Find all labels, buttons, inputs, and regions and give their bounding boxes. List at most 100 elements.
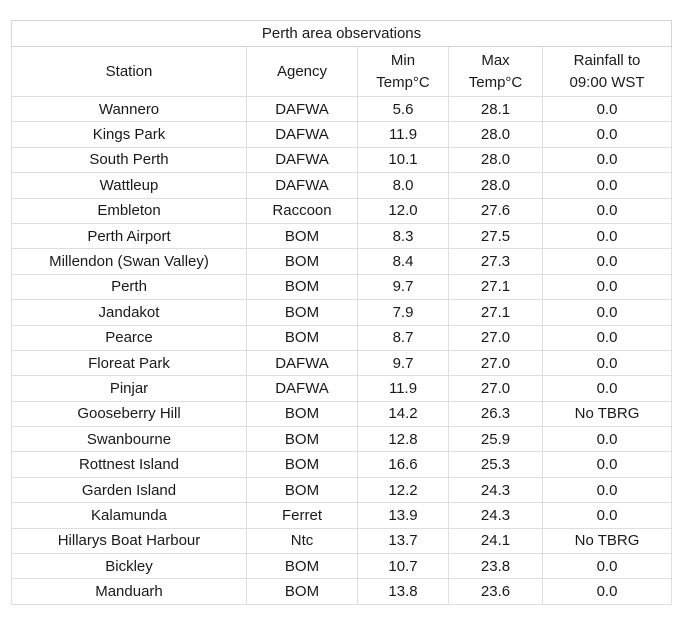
station-cell: Garden Island xyxy=(11,476,247,504)
max-temp-cell: 27.0 xyxy=(448,324,543,351)
table-row: Hillarys Boat Harbour Ntc 13.7 24.1 No TBRG xyxy=(11,527,673,555)
rainfall-cell: 0.0 xyxy=(541,451,673,478)
min-temp-cell: 8.4 xyxy=(357,248,449,275)
min-temp-cell: 13.7 xyxy=(357,527,449,555)
col-header-min-temp: Min Temp°C xyxy=(357,46,449,97)
table-row: Millendon (Swan Valley) BOM 8.4 27.3 0.0 xyxy=(11,248,673,275)
table-row: Swanbourne BOM 12.8 25.9 0.0 xyxy=(11,426,673,453)
min-temp-cell: 12.2 xyxy=(357,476,449,504)
agency-cell: DAFWA xyxy=(246,172,358,199)
max-temp-cell: 23.8 xyxy=(448,553,543,580)
station-cell: Perth xyxy=(11,273,247,301)
station-cell: Gooseberry Hill xyxy=(11,400,247,428)
table-row: Manduarh BOM 13.8 23.6 0.0 xyxy=(11,578,673,605)
station-cell: Floreat Park xyxy=(11,349,247,377)
table-row: Rottnest Island BOM 16.6 25.3 0.0 xyxy=(11,451,673,478)
table-row: Wattleup DAFWA 8.0 28.0 0.0 xyxy=(11,172,673,199)
rainfall-cell: 0.0 xyxy=(541,146,673,174)
col-header-max-temp-line2: Temp°C xyxy=(468,73,523,91)
max-temp-cell: 25.9 xyxy=(448,426,543,453)
table-row: Wannero DAFWA 5.6 28.1 0.0 xyxy=(11,95,673,123)
table-row: Kalamunda Ferret 13.9 24.3 0.0 xyxy=(11,502,673,529)
station-cell: Kalamunda xyxy=(11,502,247,529)
table-body: Wannero DAFWA 5.6 28.1 0.0 Kings Park DAFWA 11.… xyxy=(11,95,673,605)
agency-cell: BOM xyxy=(246,324,358,351)
min-temp-cell: 8.0 xyxy=(357,172,449,199)
max-temp-cell: 28.0 xyxy=(448,146,543,174)
station-cell: Millendon (Swan Valley) xyxy=(11,248,247,275)
min-temp-cell: 9.7 xyxy=(357,273,449,301)
station-cell: Rottnest Island xyxy=(11,451,247,478)
station-cell: Kings Park xyxy=(11,121,247,148)
min-temp-cell: 13.8 xyxy=(357,578,449,605)
min-temp-cell: 8.3 xyxy=(357,222,449,250)
observations-table: Perth area observations Station Agency M… xyxy=(10,20,673,605)
min-temp-cell: 12.8 xyxy=(357,426,449,453)
max-temp-cell: 23.6 xyxy=(448,578,543,605)
station-cell: Jandakot xyxy=(11,299,247,326)
rainfall-cell: 0.0 xyxy=(541,553,673,580)
rainfall-cell: 0.0 xyxy=(541,222,673,250)
max-temp-cell: 27.1 xyxy=(448,273,543,301)
col-header-agency-label: Agency xyxy=(276,62,328,80)
rainfall-cell: 0.0 xyxy=(541,273,673,301)
header-row: Station Agency Min Temp°C Max Temp°C Rai… xyxy=(11,46,673,97)
min-temp-cell: 9.7 xyxy=(357,349,449,377)
max-temp-cell: 24.3 xyxy=(448,502,543,529)
col-header-rainfall-line2: 09:00 WST xyxy=(569,73,645,91)
station-cell: Hillarys Boat Harbour xyxy=(11,527,247,555)
col-header-max-temp-line1: Max xyxy=(481,51,510,69)
agency-cell: DAFWA xyxy=(246,375,358,402)
rainfall-cell: 0.0 xyxy=(541,95,673,123)
rainfall-cell: 0.0 xyxy=(541,476,673,504)
max-temp-cell: 28.1 xyxy=(448,95,543,123)
rainfall-cell: 0.0 xyxy=(541,248,673,275)
table-row: Perth Airport BOM 8.3 27.5 0.0 xyxy=(11,222,673,250)
min-temp-cell: 11.9 xyxy=(357,375,449,402)
agency-cell: DAFWA xyxy=(246,121,358,148)
agency-cell: BOM xyxy=(246,248,358,275)
max-temp-cell: 27.0 xyxy=(448,375,543,402)
rainfall-cell: 0.0 xyxy=(541,324,673,351)
rainfall-cell: No TBRG xyxy=(541,400,673,428)
max-temp-cell: 28.0 xyxy=(448,172,543,199)
agency-cell: DAFWA xyxy=(246,146,358,174)
agency-cell: BOM xyxy=(246,451,358,478)
max-temp-cell: 27.3 xyxy=(448,248,543,275)
min-temp-cell: 11.9 xyxy=(357,121,449,148)
max-temp-cell: 27.6 xyxy=(448,197,543,224)
col-header-station: Station xyxy=(11,46,247,97)
perth-observations-table: Perth area observations Station Agency M… xyxy=(10,20,673,605)
table-row: Garden Island BOM 12.2 24.3 0.0 xyxy=(11,476,673,504)
max-temp-cell: 27.0 xyxy=(448,349,543,377)
agency-cell: DAFWA xyxy=(246,95,358,123)
max-temp-cell: 24.1 xyxy=(448,527,543,555)
agency-cell: BOM xyxy=(246,578,358,605)
table-row: Bickley BOM 10.7 23.8 0.0 xyxy=(11,553,673,580)
agency-cell: BOM xyxy=(246,299,358,326)
title-row: Perth area observations xyxy=(10,20,673,47)
station-cell: Pinjar xyxy=(11,375,247,402)
min-temp-cell: 5.6 xyxy=(357,95,449,123)
col-header-max-temp: Max Temp°C xyxy=(448,46,543,97)
min-temp-cell: 12.0 xyxy=(357,197,449,224)
table-row: Gooseberry Hill BOM 14.2 26.3 No TBRG xyxy=(11,400,673,428)
table-row: Pinjar DAFWA 11.9 27.0 0.0 xyxy=(11,375,673,402)
max-temp-cell: 27.5 xyxy=(448,222,543,250)
max-temp-cell: 25.3 xyxy=(448,451,543,478)
rainfall-cell: 0.0 xyxy=(541,426,673,453)
min-temp-cell: 13.9 xyxy=(357,502,449,529)
station-cell: Perth Airport xyxy=(11,222,247,250)
table-row: Floreat Park DAFWA 9.7 27.0 0.0 xyxy=(11,349,673,377)
col-header-agency: Agency xyxy=(246,46,358,97)
rainfall-cell: 0.0 xyxy=(541,121,673,148)
max-temp-cell: 26.3 xyxy=(448,400,543,428)
agency-cell: BOM xyxy=(246,222,358,250)
station-cell: Manduarh xyxy=(11,578,247,605)
agency-cell: Ntc xyxy=(246,527,358,555)
min-temp-cell: 8.7 xyxy=(357,324,449,351)
agency-cell: BOM xyxy=(246,426,358,453)
col-header-rainfall-line1: Rainfall to xyxy=(573,51,641,69)
agency-cell: Raccoon xyxy=(246,197,358,224)
rainfall-cell: No TBRG xyxy=(541,527,673,555)
